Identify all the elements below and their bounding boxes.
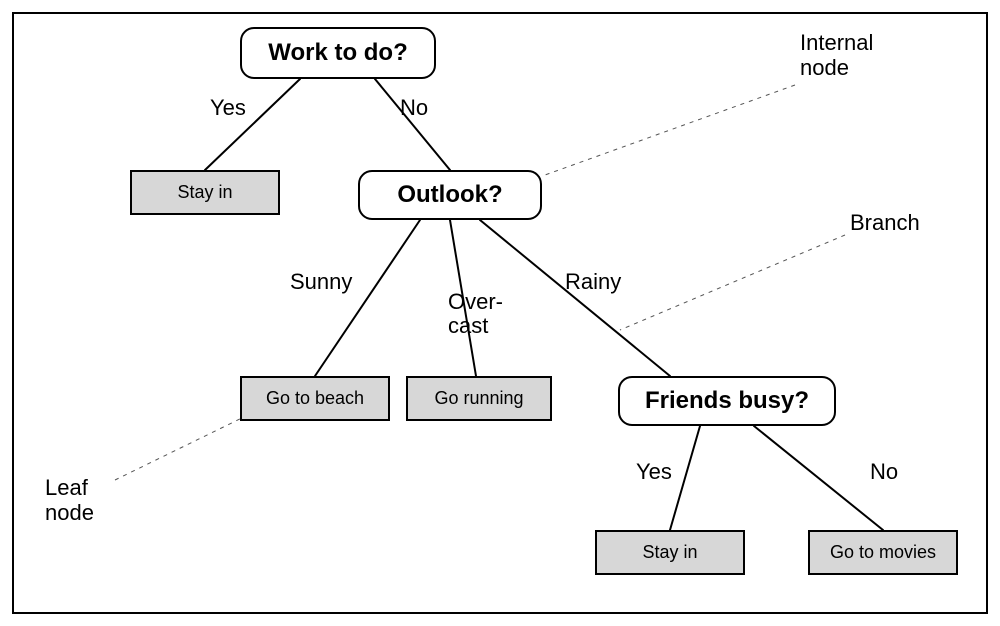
- internal-node-outlook: Outlook?: [358, 170, 542, 220]
- annotation-internal-note: Internal node: [800, 30, 873, 81]
- leaf-node-beach: Go to beach: [240, 376, 390, 421]
- edge-label-friends-stayin2: Yes: [636, 460, 672, 484]
- edge-label-work-outlook: No: [400, 96, 428, 120]
- leaf-node-movies: Go to movies: [808, 530, 958, 575]
- edge-label-outlook-beach: Sunny: [290, 270, 352, 294]
- leaf-node-stayin1: Stay in: [130, 170, 280, 215]
- diagram-canvas: Yes No Sunny Over- cast Rainy Yes No Work to do…: [0, 0, 1000, 626]
- leaf-node-stayin2: Stay in: [595, 530, 745, 575]
- edge-label-friends-movies: No: [870, 460, 898, 484]
- edge-label-outlook-run: Over- cast: [448, 290, 503, 338]
- annotation-branch-note: Branch: [850, 210, 920, 235]
- edge-label-outlook-friends: Rainy: [565, 270, 621, 294]
- internal-node-friends: Friends busy?: [618, 376, 836, 426]
- leaf-node-run: Go running: [406, 376, 552, 421]
- annotation-leaf-note: Leaf node: [45, 475, 94, 526]
- internal-node-work: Work to do?: [240, 27, 436, 79]
- edge-label-work-stayin1: Yes: [210, 96, 246, 120]
